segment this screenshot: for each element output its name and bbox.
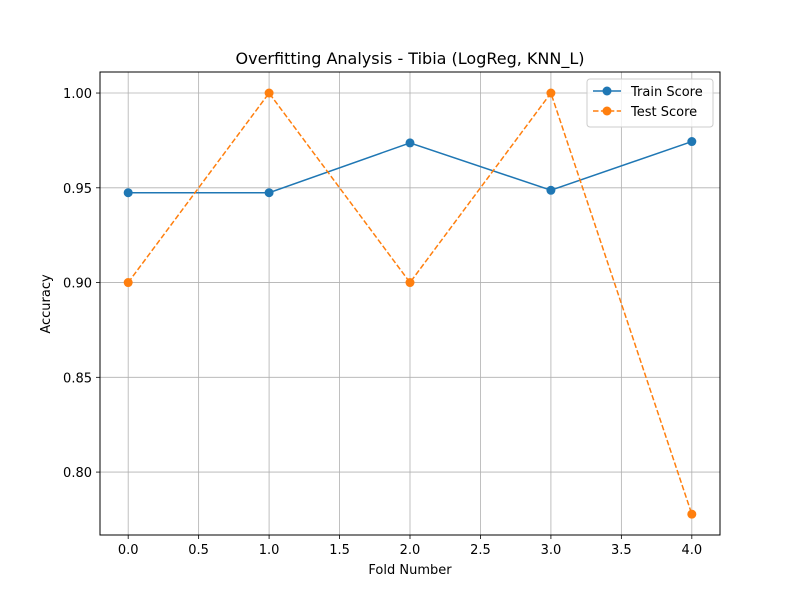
x-tick-label: 3.5 <box>611 543 632 558</box>
data-point <box>405 278 415 288</box>
legend-label: Train Score <box>630 85 703 100</box>
data-point <box>123 278 133 288</box>
plot-series <box>123 88 697 519</box>
x-tick-label: 1.0 <box>259 543 280 558</box>
x-tick-label: 0.5 <box>188 543 209 558</box>
x-tick-label: 2.0 <box>400 543 421 558</box>
data-point <box>546 185 556 195</box>
x-tick-label: 2.5 <box>470 543 491 558</box>
x-tick-label: 3.0 <box>541 543 562 558</box>
x-tick-label: 1.5 <box>329 543 350 558</box>
y-tick-label: 0.95 <box>63 182 92 197</box>
x-tick-label: 4.0 <box>681 543 702 558</box>
data-point <box>123 188 133 198</box>
data-point <box>687 137 697 147</box>
y-tick-label: 0.80 <box>63 466 92 481</box>
plot-frame <box>99 71 721 536</box>
data-point <box>264 88 274 98</box>
legend-marker <box>602 86 612 96</box>
series-line <box>127 91 693 515</box>
y-tick-label: 1.00 <box>63 87 92 102</box>
x-axis-label: Fold Number <box>368 563 452 578</box>
data-point <box>546 88 556 98</box>
x-tick-label: 0.0 <box>118 543 139 558</box>
chart-title: Overfitting Analysis - Tibia (LogReg, KN… <box>236 49 585 69</box>
legend-marker <box>602 106 612 116</box>
y-axis-label: Accuracy <box>39 274 54 334</box>
data-point <box>687 509 697 519</box>
data-point <box>264 188 274 198</box>
y-tick-label: 0.85 <box>63 371 92 386</box>
legend: Train Score Test Score <box>586 78 714 128</box>
legend-label: Test Score <box>630 105 697 120</box>
axis-ticks: 0.0 0.5 1.0 1.5 2.0 2.5 3.0 3.5 4.0 0.80 0.85 0.90 0… <box>63 87 702 558</box>
data-point <box>405 138 415 148</box>
y-tick-label: 0.90 <box>63 277 92 292</box>
